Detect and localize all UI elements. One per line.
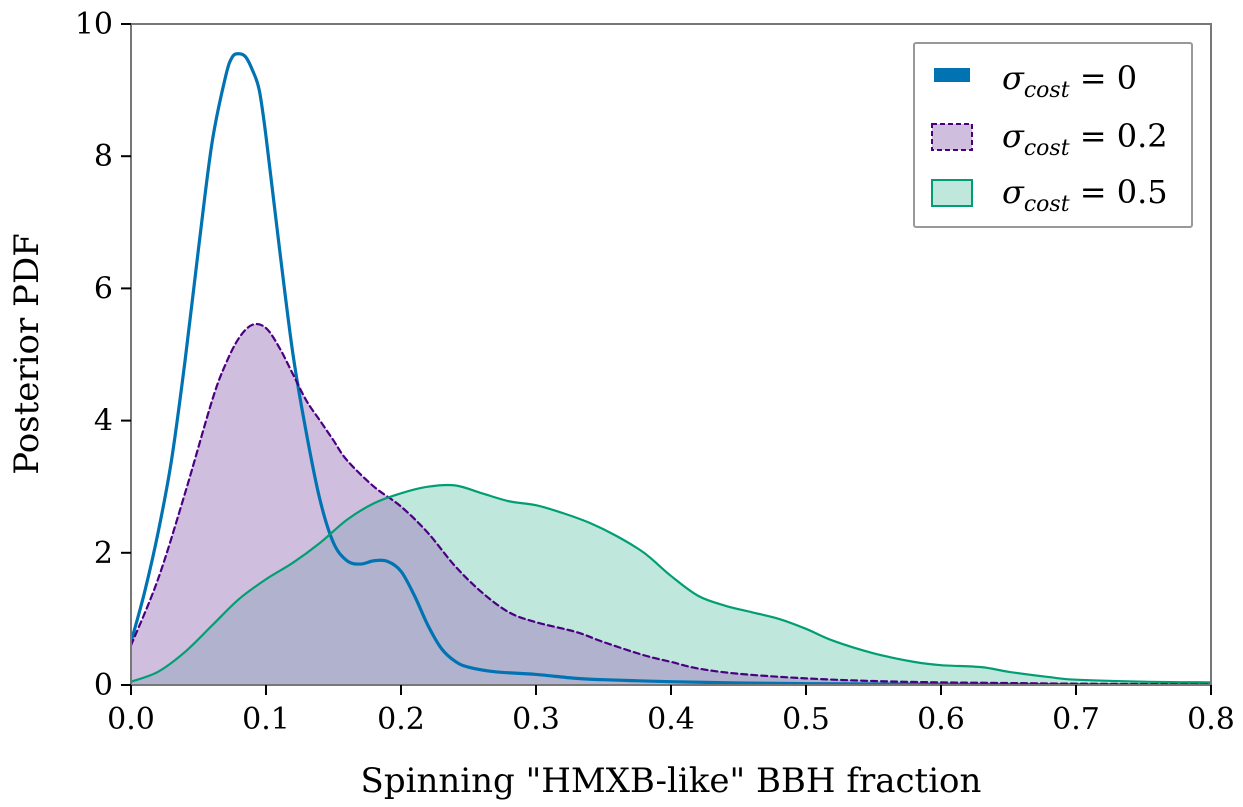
series-fills: [131, 324, 1211, 685]
x-axis-label: Spinning "HMXB-like" BBH fraction: [361, 761, 982, 801]
y-tick-label: 8: [94, 139, 113, 174]
legend-label-2: σcost = 0.5: [1002, 173, 1168, 217]
series-fill-1: [131, 324, 1211, 685]
x-tick-label: 0.4: [647, 702, 695, 737]
y-axis-label: Posterior PDF: [7, 233, 47, 475]
legend-label-0: σcost = 0: [1002, 59, 1137, 103]
x-axis-ticks: 0.0 0.1 0.2 0.3 0.4 0.5 0.6 0.7 0.8: [107, 685, 1235, 737]
x-tick-label: 0.2: [377, 702, 425, 737]
y-tick-label: 6: [94, 271, 113, 306]
x-tick-label: 0.8: [1187, 702, 1235, 737]
series-line-1: [131, 322, 1211, 685]
x-tick-label: 0.6: [917, 702, 965, 737]
x-tick-label: 0.1: [242, 702, 290, 737]
series-line-0: [131, 52, 1211, 685]
legend-frame: [913, 42, 1193, 228]
y-axis-ticks: 0 2 4 6 8 10: [75, 7, 131, 703]
y-tick-label: 10: [75, 7, 113, 42]
legend-label-1: σcost = 0.2: [1002, 117, 1168, 161]
y-tick-label: 0: [94, 668, 113, 703]
y-tick-label: 2: [94, 536, 113, 571]
x-tick-label: 0.7: [1052, 702, 1100, 737]
series-lines: [131, 52, 1211, 685]
y-tick-label: 4: [94, 404, 113, 439]
x-tick-label: 0.3: [512, 702, 560, 737]
legend-swatch-2: [931, 179, 973, 207]
legend-swatch-1: [931, 123, 973, 151]
legend: σcost = 0 σcost = 0.2 σcost = 0.5: [913, 42, 1193, 228]
legend-swatch-0: [934, 68, 970, 82]
x-tick-label: 0.0: [107, 702, 155, 737]
x-tick-label: 0.5: [782, 702, 830, 737]
series-line-2: [131, 483, 1211, 684]
